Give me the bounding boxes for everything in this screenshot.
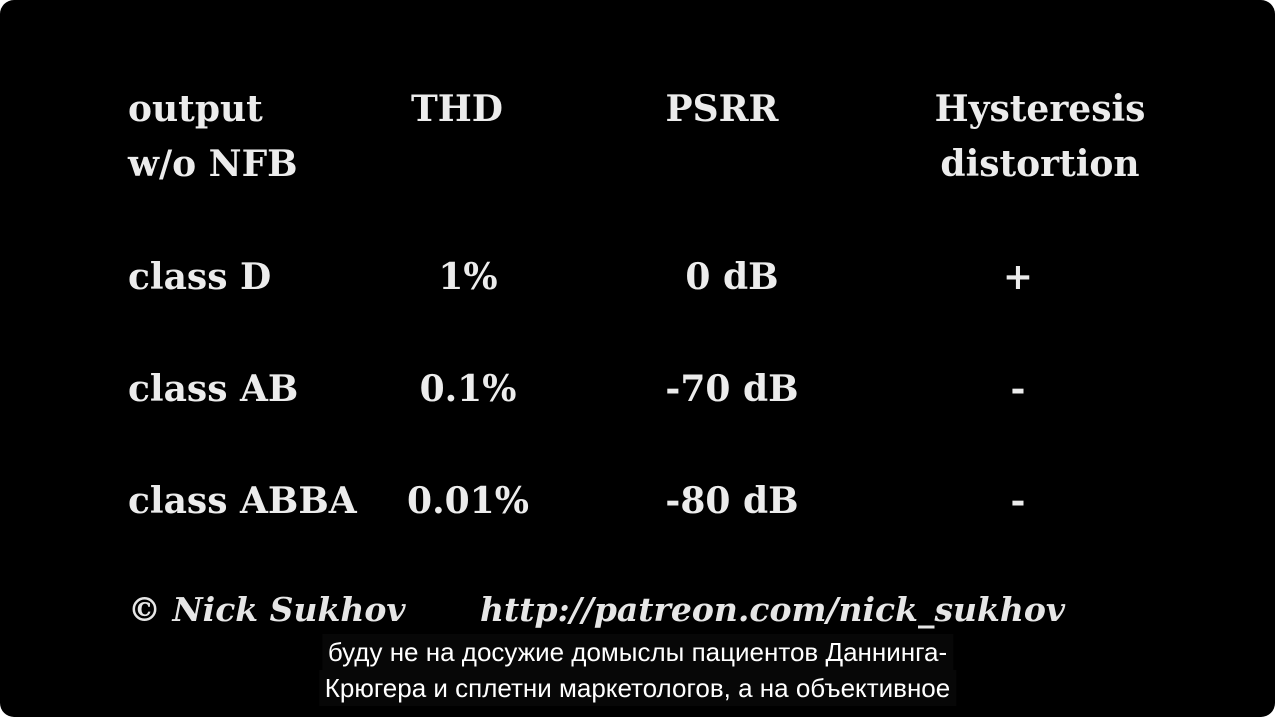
header-cell: distortion	[940, 143, 1140, 185]
table-cell: -80 dB	[665, 480, 799, 522]
credit: © Nick Sukhov	[128, 590, 406, 629]
table-cell: class ABBA	[128, 480, 357, 522]
table-cell: class AB	[128, 368, 299, 410]
table-cell: 0 dB	[685, 256, 779, 298]
table-cell: -70 dB	[665, 368, 799, 410]
table-cell: 0.1%	[419, 368, 517, 410]
table-cell: -	[1010, 480, 1026, 522]
url: http://patreon.com/nick_sukhov	[480, 590, 1066, 629]
header-cell: output	[128, 88, 263, 130]
table-cell: 0.01%	[407, 480, 529, 522]
header-cell: THD	[410, 88, 504, 130]
table-cell: 1%	[438, 256, 498, 298]
subtitle-line: буду не на досужие домыслы пациентов Дан…	[321, 634, 954, 670]
table-cell: class D	[128, 256, 272, 298]
header-cell: Hysteresis	[934, 88, 1146, 130]
table-cell: -	[1010, 368, 1026, 410]
header-cell: PSRR	[665, 88, 779, 130]
table-cell: +	[1002, 256, 1034, 298]
subtitle-line: Крюгера и сплетни маркетологов, а на объ…	[318, 670, 957, 706]
header-cell: w/o NFB	[128, 143, 298, 185]
